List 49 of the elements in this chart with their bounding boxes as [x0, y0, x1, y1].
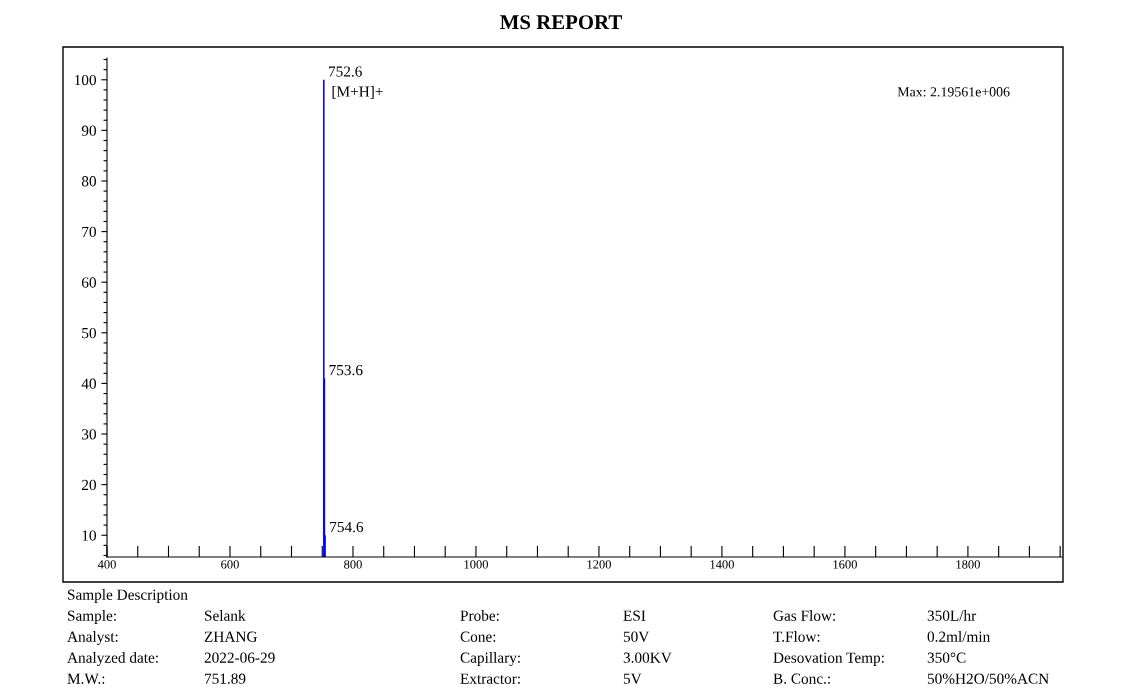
y-tick-label: 100 [75, 74, 96, 86]
x-tick-label: 800 [344, 560, 362, 569]
text: 751.89 [205, 673, 246, 684]
text: Desovation Temp: [773, 652, 884, 666]
text: 2022-06-29 [204, 652, 275, 663]
annotation: 754.6 [330, 521, 364, 533]
y-tick-label: 40 [81, 378, 96, 389]
text: Probe: [460, 610, 499, 621]
text: Selank [205, 610, 246, 621]
text: Gas Flow: [773, 610, 835, 621]
y-tick-label: 10 [82, 530, 96, 541]
text: B. Conc.: [773, 673, 830, 684]
text: Extractor: [460, 673, 520, 684]
text: M.W.: [67, 673, 105, 684]
x-tick-label: 1400 [710, 560, 734, 569]
y-tick-label: 60 [81, 277, 96, 288]
x-tick-label: 400 [97, 560, 116, 569]
text: 350°C [927, 652, 966, 663]
x-tick-label: 1800 [956, 560, 980, 569]
y-tick-label: 20 [81, 479, 96, 491]
text: Cone: [460, 631, 496, 642]
annotation: Max: 2.19561e+006 [897, 87, 1010, 97]
text: Analyzed date: [67, 652, 158, 666]
annotation: 752.6 [329, 66, 362, 77]
text: 3.00KV [623, 652, 672, 663]
text: Sample Description [68, 589, 188, 603]
text: 0.2ml/min [927, 631, 991, 642]
x-tick-label: 600 [221, 560, 239, 569]
y-tick-label: 80 [81, 176, 96, 187]
chart-title: MS REPORT [500, 15, 622, 30]
text: 350L/hr [927, 610, 977, 621]
x-tick-label: 1600 [833, 560, 857, 569]
annotation: [M+H]+ [332, 86, 383, 99]
y-tick-label: 90 [81, 125, 96, 136]
y-tick-label: 70 [82, 226, 96, 238]
annotation: 753.6 [329, 364, 363, 376]
text: Analyst: [67, 631, 118, 645]
text: ESI [623, 610, 646, 621]
y-tick-label: 30 [82, 429, 96, 440]
x-tick-label: 1000 [464, 560, 488, 569]
text: 50V [623, 631, 650, 642]
text: Capillary: [460, 652, 520, 666]
text: ZHANG [204, 631, 257, 642]
x-tick-label: 1200 [587, 560, 611, 569]
text: 50%H2O/50%ACN [927, 673, 1049, 684]
y-tick-label: 50 [82, 327, 96, 339]
text: Sample: [68, 610, 116, 624]
text: 5V [623, 673, 642, 684]
text: T.Flow: [773, 631, 820, 642]
